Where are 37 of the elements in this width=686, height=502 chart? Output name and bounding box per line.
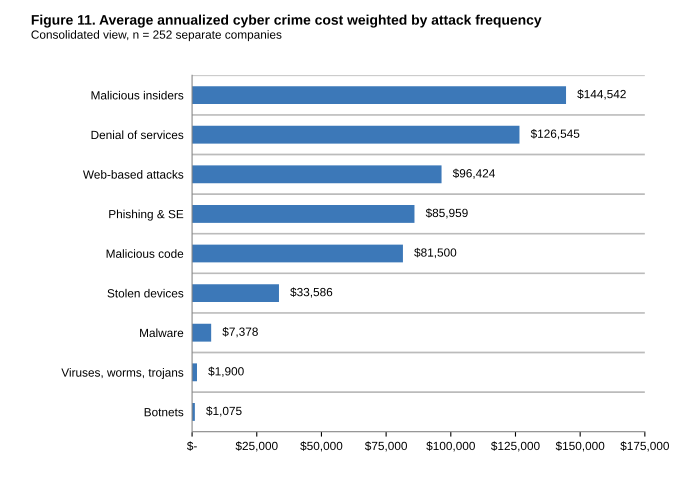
y-tick-label: Malware (140, 328, 184, 338)
data-label: $33,586 (290, 287, 332, 298)
x-tick-label: $50,000 (300, 441, 342, 452)
chart-title: Figure 11. Average annualized cyber crime cost weighted by attack frequency (32, 14, 542, 28)
data-label: $126,545 (530, 129, 580, 140)
y-tick-label: Viruses, worms, trojans (61, 368, 184, 380)
data-label: $7,378 (222, 327, 258, 338)
y-tick-label: Malicious code (106, 249, 184, 258)
bar (192, 324, 212, 342)
y-tick-label: Botnets (144, 408, 184, 416)
x-tick-label: $75,000 (364, 441, 407, 452)
data-label: $81,500 (414, 248, 456, 258)
y-tick-label: Phishing & SE (109, 210, 184, 221)
x-tick-label: $100,000 (426, 441, 475, 452)
data-label: $96,424 (452, 168, 495, 179)
data-label: $85,959 (426, 208, 468, 218)
bar (192, 244, 403, 262)
x-tick-label: $175,000 (620, 441, 669, 452)
data-label: $1,075 (206, 406, 242, 416)
bar (192, 86, 566, 104)
data-label: $144,542 (577, 89, 626, 100)
y-tick-label: Denial of services (92, 130, 184, 140)
bar (192, 284, 279, 302)
bar (192, 126, 520, 144)
bar (192, 363, 197, 382)
y-tick-label: Malicious insiders (92, 90, 184, 100)
y-tick-label: Stolen devices (108, 288, 184, 298)
y-tick-label: Web-based attacks (82, 170, 184, 179)
x-tick-label: $25,000 (236, 441, 278, 452)
x-tick-label: $125,000 (490, 441, 540, 452)
bar (192, 403, 195, 421)
data-label: $1,900 (208, 366, 244, 377)
x-tick-label: $- (186, 441, 197, 451)
chart-subtitle: Consolidated view, n = 252 separate companies (31, 30, 282, 42)
bar (192, 165, 442, 184)
bar (192, 204, 414, 223)
x-tick-label: $150,000 (556, 441, 604, 452)
